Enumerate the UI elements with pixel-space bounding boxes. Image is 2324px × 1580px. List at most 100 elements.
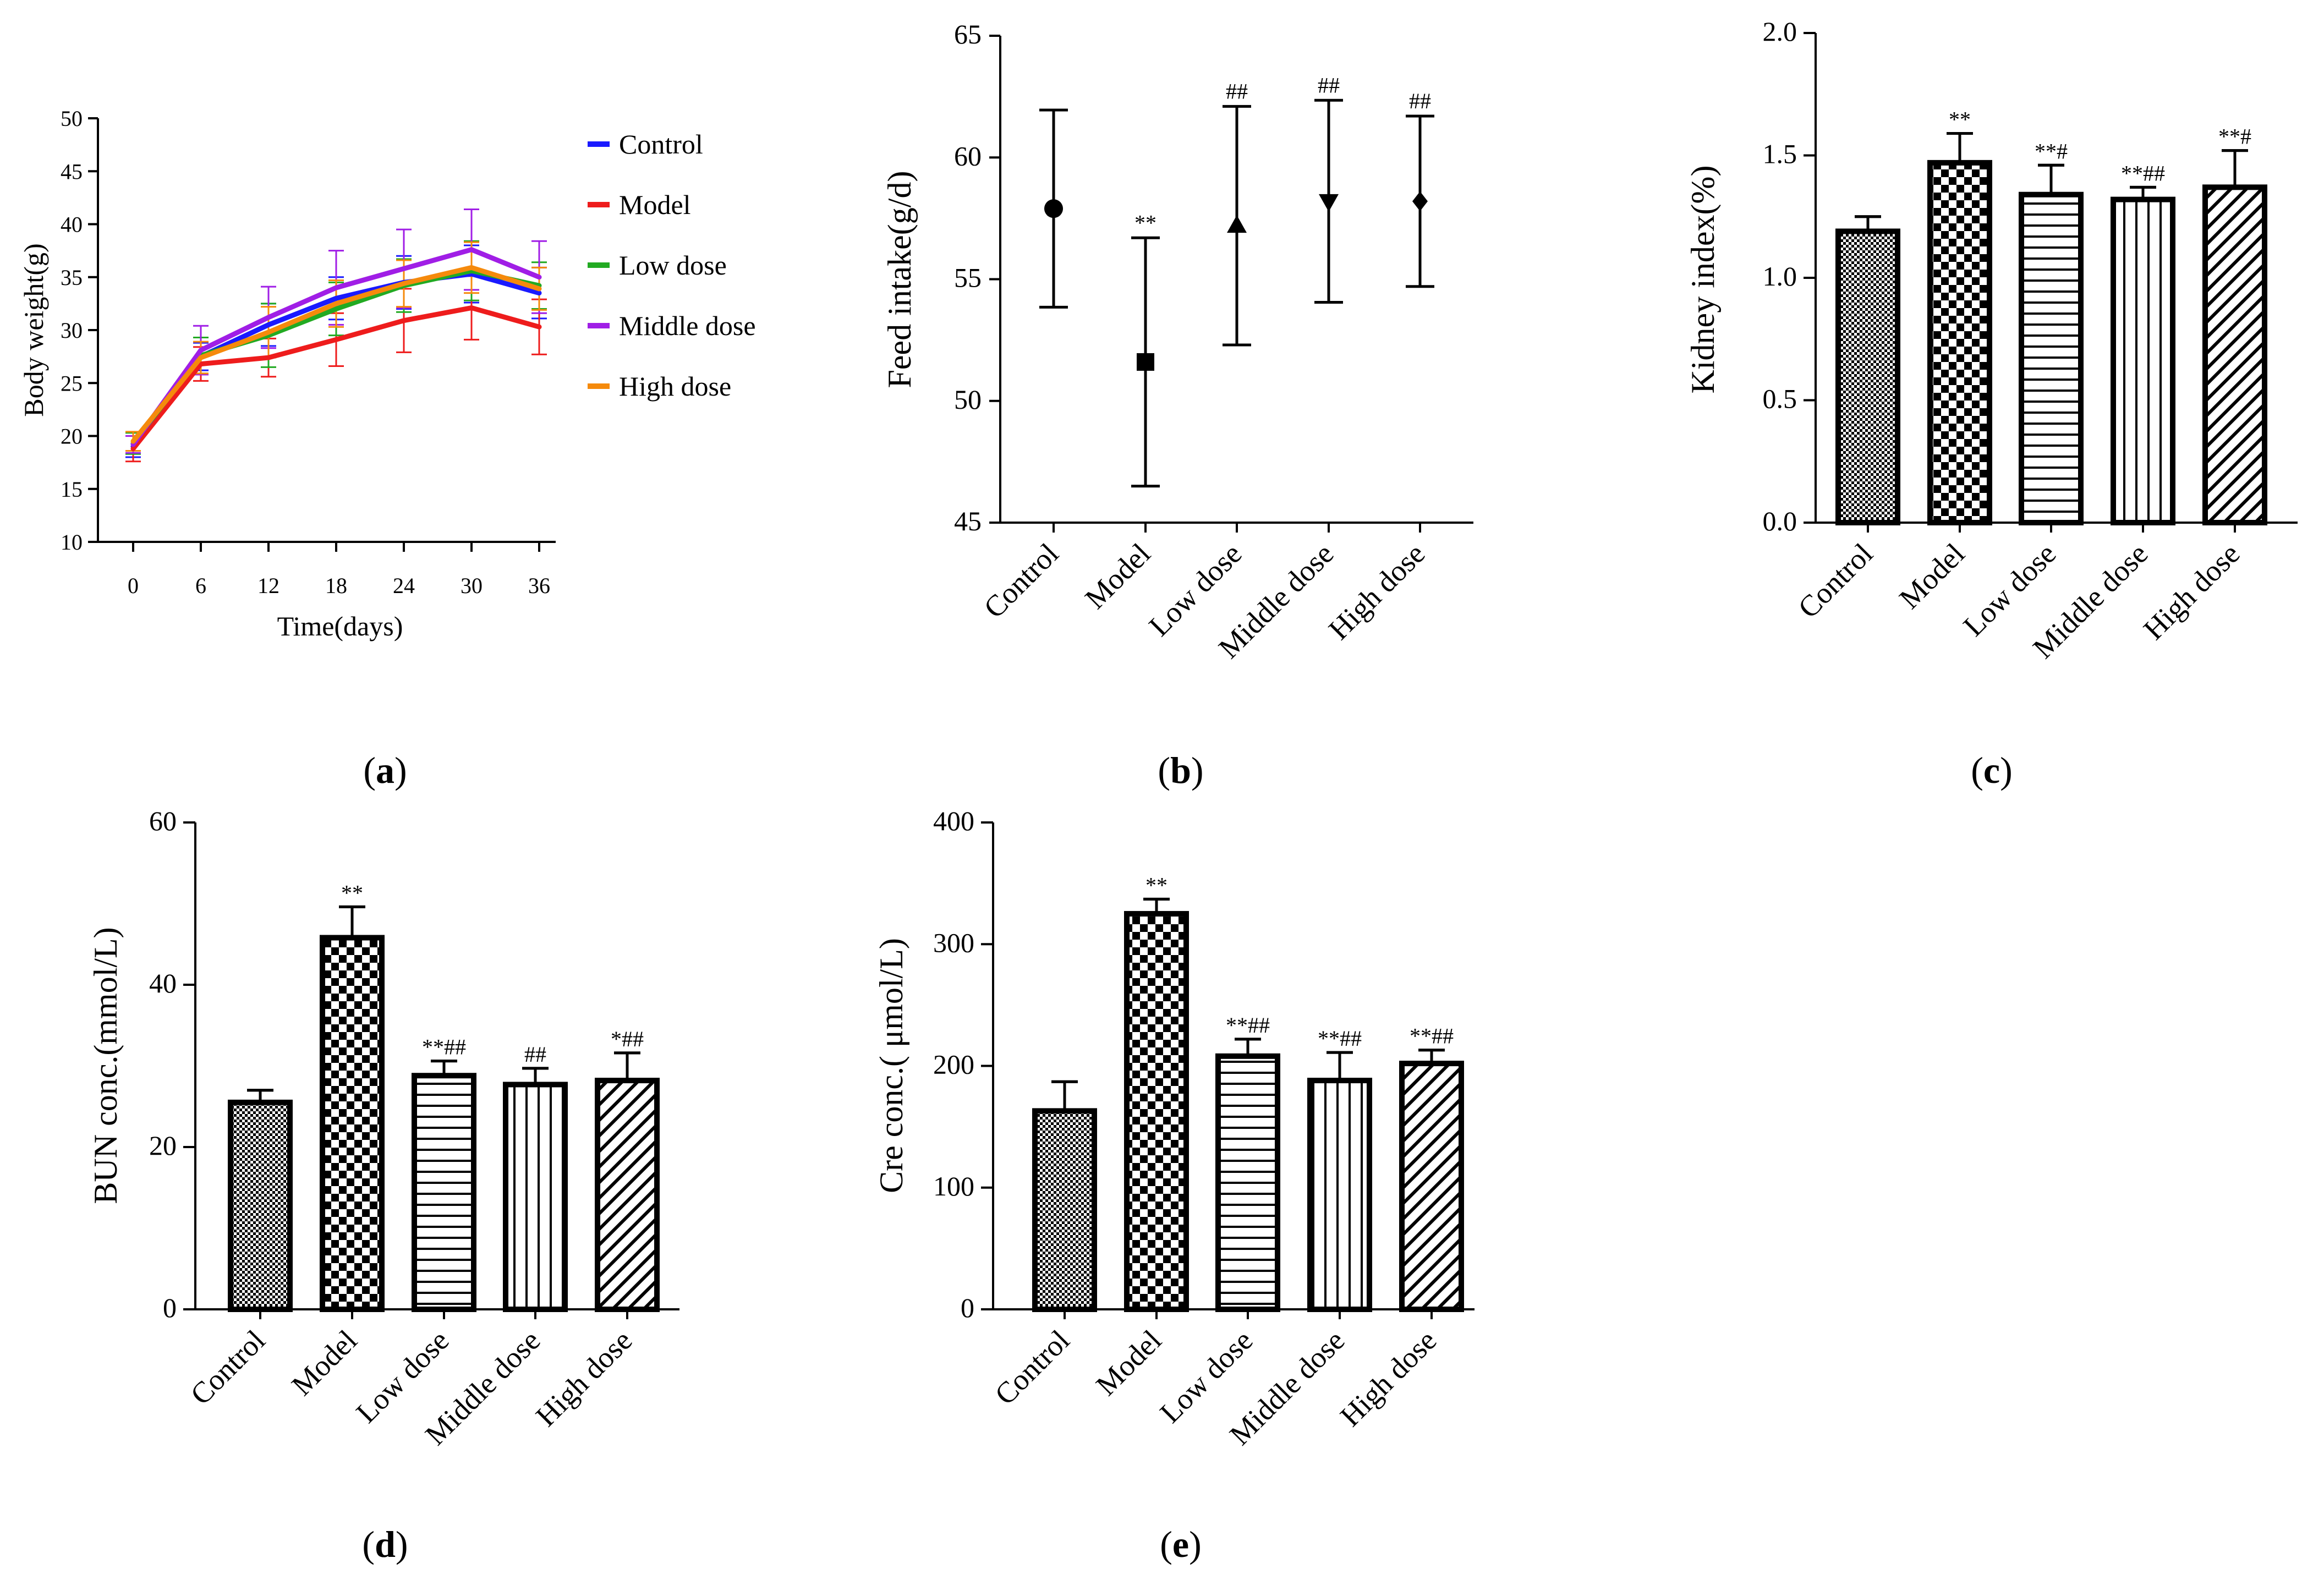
e-ytick-label-100: 100: [933, 1171, 974, 1202]
c-ytick-label-0-0: 0.0: [1763, 506, 1797, 536]
c-ytick-label-0-5: 0.5: [1763, 383, 1797, 414]
e-ytick-label-300: 300: [933, 927, 974, 958]
d-errbar-top-high-dose: [614, 1051, 640, 1081]
a-xtick-label-24: 24: [393, 573, 415, 598]
d-ylabel: BUN conc.(mmol/L): [87, 927, 124, 1204]
c-errbar-top-high-dose: [2222, 149, 2248, 188]
b-xtick-label-high-dose: High dose: [1322, 537, 1431, 646]
b-ylabel: Feed intake(g/d): [881, 171, 918, 388]
c-errbar-top-low-dose: [2038, 163, 2064, 195]
e-bar-middle-dose: [1307, 1078, 1372, 1313]
a-xtick-label-0: 0: [128, 573, 139, 598]
e-errbar-top-high-dose: [1418, 1049, 1445, 1064]
c-sig-middle-dose: **##: [2121, 161, 2165, 185]
c-sig-low-dose: **#: [2035, 139, 2068, 163]
c-bar-control: [1835, 228, 1900, 525]
a-xlabel: Time(days): [277, 611, 403, 641]
d-ytick-label-40: 40: [149, 968, 177, 999]
d-bar-model: [320, 935, 385, 1312]
d-xtick-label-model: Model: [285, 1324, 363, 1402]
b-sig-model: **: [1134, 210, 1156, 235]
a-legend-label-middle-dose: Middle dose: [619, 310, 756, 341]
d-panel-letter: d: [375, 1523, 396, 1565]
a-ytick-label-10: 10: [61, 530, 83, 555]
a-line-middle-dose: [130, 247, 542, 447]
b-panel-letter: b: [1170, 749, 1191, 791]
e-errbar-top-middle-dose: [1327, 1051, 1353, 1081]
d-sig-high-dose: *##: [611, 1027, 644, 1051]
d-ytick-label-0: 0: [163, 1292, 177, 1323]
d-errbar-top-middle-dose: [522, 1067, 549, 1085]
a-legend: Control Model Low dose Middle dose High dose: [588, 129, 756, 402]
c-errbar-top-model: [1947, 131, 1973, 163]
e-xtick-label-model: Model: [1089, 1324, 1168, 1402]
d-errbar-top-model: [339, 905, 365, 938]
b-point-control: [1044, 199, 1063, 218]
e-ytick-label-400: 400: [933, 805, 974, 836]
a-ytick-label-40: 40: [61, 212, 83, 237]
b-ytick-label-65: 65: [954, 19, 982, 50]
c-ytick-label-1-0: 1.0: [1763, 261, 1797, 292]
d-xtick-label-high-dose: High dose: [529, 1324, 638, 1433]
c-panel-letter: c: [1983, 749, 2000, 791]
a-xtick-label-18: 18: [325, 573, 347, 598]
c-sig-high-dose: **#: [2218, 124, 2251, 149]
b-ytick-label-45: 45: [954, 506, 982, 536]
c-xtick-label-control: Control: [1791, 537, 1879, 624]
panel-a-body-weight-chart: 10 15 20 25 30 35 40 45 50 0 6 12 18 24 30 36 Body weig…: [18, 106, 756, 791]
a-ytick-label-45: 45: [61, 159, 83, 184]
b-panel-label: (b): [1158, 749, 1203, 791]
b-point-model: [1137, 353, 1154, 371]
a-xtick-label-6: 6: [195, 573, 206, 598]
a-xtick-label-30: 30: [461, 573, 483, 598]
d-sig-low-dose: **##: [422, 1035, 466, 1060]
d-sig-middle-dose: ##: [524, 1042, 546, 1067]
b-sig-middle-dose: ##: [1318, 73, 1340, 97]
b-sig-low-dose: ##: [1226, 79, 1248, 103]
d-bar-middle-dose: [503, 1082, 568, 1313]
e-bar-low-dose: [1215, 1053, 1280, 1313]
d-bar-control: [228, 1099, 293, 1312]
a-legend-label-high-dose: High dose: [619, 371, 731, 402]
c-bar-low-dose: [2019, 191, 2084, 525]
b-ytick-label-60: 60: [954, 140, 982, 171]
c-errbar-top-control: [1855, 215, 1881, 232]
e-bar-model: [1124, 910, 1189, 1312]
e-ytick-label-0: 0: [961, 1292, 974, 1323]
b-point-low-dose: [1227, 215, 1247, 233]
d-xtick-label-control: Control: [184, 1324, 271, 1411]
e-panel-letter: e: [1172, 1523, 1189, 1565]
c-errbar-top-middle-dose: [2130, 185, 2156, 200]
a-ytick-label-15: 15: [61, 477, 83, 502]
c-xtick-label-high-dose: High dose: [2137, 537, 2246, 646]
e-ytick-label-200: 200: [933, 1049, 974, 1080]
b-point-high-dose: [1412, 191, 1428, 211]
c-sig-model: **: [1949, 107, 1971, 131]
e-errbar-top-low-dose: [1235, 1038, 1261, 1056]
e-panel-label: (e): [1160, 1523, 1202, 1565]
c-ytick-label-2-0: 2.0: [1763, 16, 1797, 47]
a-panel-label: (a): [363, 749, 407, 791]
e-xtick-label-high-dose: High dose: [1334, 1324, 1443, 1433]
c-bar-high-dose: [2202, 184, 2267, 526]
e-sig-high-dose: **##: [1410, 1024, 1454, 1049]
d-errbar-top-low-dose: [431, 1060, 457, 1076]
e-bar-high-dose: [1399, 1061, 1464, 1312]
b-xtick-label-model: Model: [1078, 537, 1156, 615]
a-ytick-label-30: 30: [61, 318, 83, 343]
d-panel-label: (d): [362, 1523, 408, 1565]
a-line-model: [130, 305, 542, 452]
d-sig-model: **: [341, 880, 363, 905]
c-bar-model: [1927, 160, 1992, 526]
e-sig-low-dose: **##: [1226, 1013, 1270, 1038]
d-bar-low-dose: [412, 1073, 476, 1312]
b-sig-high-dose: ##: [1409, 89, 1431, 113]
e-sig-middle-dose: **##: [1318, 1026, 1362, 1051]
d-ytick-label-20: 20: [149, 1130, 177, 1161]
b-point-middle-dose: [1319, 194, 1339, 212]
